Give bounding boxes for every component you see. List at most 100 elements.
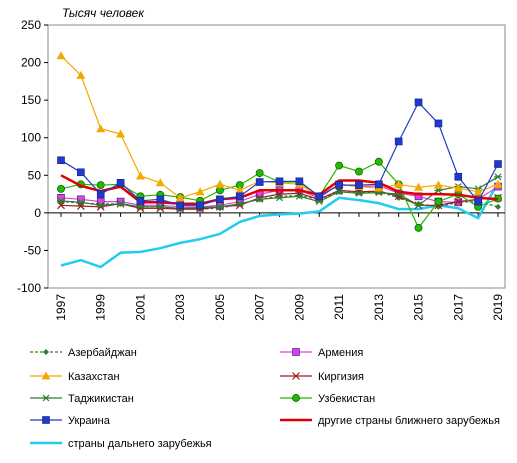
data-point bbox=[355, 181, 363, 189]
data-point bbox=[116, 200, 125, 208]
x-tick-label: 2005 bbox=[213, 294, 227, 321]
data-point bbox=[433, 180, 443, 189]
legend-marker bbox=[292, 348, 300, 356]
data-point bbox=[96, 201, 105, 209]
legend-marker bbox=[292, 394, 300, 402]
data-point bbox=[335, 188, 344, 196]
data-point bbox=[355, 167, 363, 176]
plot-area bbox=[47, 24, 506, 289]
data-point bbox=[414, 182, 424, 191]
data-point bbox=[374, 157, 383, 166]
legend-label: Казахстан bbox=[68, 371, 120, 383]
data-point bbox=[195, 187, 205, 196]
series-line-9 bbox=[60, 182, 500, 269]
data-point bbox=[414, 98, 423, 107]
data-point bbox=[255, 178, 264, 186]
data-point bbox=[175, 193, 185, 202]
data-point bbox=[295, 192, 304, 200]
data-point bbox=[155, 178, 165, 187]
data-point bbox=[135, 171, 145, 180]
data-point bbox=[56, 51, 66, 60]
x-tick-label: 2003 bbox=[173, 294, 187, 321]
data-point bbox=[156, 203, 165, 211]
y-tick-label: 50 bbox=[28, 168, 42, 182]
data-point bbox=[275, 190, 284, 198]
y-tick-label: -100 bbox=[17, 281, 41, 295]
data-point bbox=[434, 197, 443, 206]
legend-marker bbox=[42, 416, 50, 424]
data-point bbox=[156, 204, 165, 213]
legend-marker bbox=[292, 372, 300, 380]
x-tick-label: 2017 bbox=[451, 294, 465, 321]
data-point bbox=[473, 187, 483, 196]
data-point bbox=[295, 177, 304, 186]
data-point bbox=[57, 184, 65, 193]
data-point bbox=[96, 181, 105, 190]
data-point bbox=[116, 197, 125, 206]
x-tick-label: 2009 bbox=[292, 294, 306, 321]
legend-label: Таджикистан bbox=[68, 393, 134, 405]
data-point bbox=[136, 197, 145, 205]
data-point bbox=[315, 192, 324, 201]
legend-marker bbox=[43, 349, 49, 355]
data-point bbox=[494, 173, 502, 181]
data-point bbox=[354, 189, 363, 197]
data-point bbox=[255, 195, 264, 203]
data-point bbox=[76, 202, 85, 211]
series-line-8 bbox=[60, 174, 499, 206]
data-point bbox=[136, 203, 145, 211]
legend-label: страны дальнего зарубежья bbox=[68, 438, 212, 450]
data-point bbox=[116, 179, 125, 187]
data-point bbox=[96, 190, 105, 198]
data-point bbox=[255, 169, 264, 177]
legend-label: Узбекистан bbox=[318, 393, 375, 405]
legend-label: Азербайджан bbox=[68, 347, 137, 359]
data-point bbox=[494, 160, 502, 168]
data-point bbox=[216, 195, 224, 204]
data-point bbox=[414, 223, 423, 232]
x-tick-label: 2015 bbox=[412, 294, 426, 321]
data-point bbox=[394, 179, 404, 188]
data-point bbox=[474, 197, 482, 206]
data-point bbox=[235, 200, 244, 208]
x-tick-label: 2007 bbox=[253, 294, 267, 321]
data-point bbox=[57, 197, 65, 205]
y-tick-label: -50 bbox=[24, 243, 42, 257]
data-point bbox=[394, 137, 403, 146]
legend-label: другие страны ближнего зарубежья bbox=[318, 415, 500, 427]
data-point bbox=[275, 194, 284, 202]
data-point bbox=[414, 201, 423, 209]
data-point bbox=[434, 119, 443, 128]
legend-label: Армения bbox=[318, 347, 363, 359]
x-tick-label: 2011 bbox=[332, 294, 346, 320]
legend-marker bbox=[41, 371, 51, 380]
y-tick-label: 250 bbox=[21, 18, 41, 32]
legend-label: Киргизия bbox=[318, 371, 364, 383]
data-point bbox=[96, 124, 106, 133]
data-point bbox=[275, 177, 284, 186]
y-tick-label: 0 bbox=[34, 206, 41, 220]
data-point bbox=[235, 192, 244, 201]
data-point bbox=[453, 183, 463, 192]
data-point bbox=[116, 129, 126, 138]
data-point bbox=[196, 201, 204, 210]
y-tick-label: 150 bbox=[21, 93, 41, 107]
data-point bbox=[57, 156, 65, 165]
data-point bbox=[156, 195, 165, 204]
data-point bbox=[77, 168, 85, 177]
data-point bbox=[76, 198, 85, 206]
y-tick-label: 100 bbox=[21, 131, 41, 145]
y-tick-label: 200 bbox=[21, 56, 41, 70]
data-point bbox=[215, 179, 225, 188]
x-tick-label: 2001 bbox=[133, 294, 147, 321]
data-point bbox=[235, 185, 245, 194]
data-point bbox=[76, 70, 86, 79]
data-point bbox=[414, 192, 423, 201]
data-point bbox=[493, 179, 503, 188]
legend-label: Украина bbox=[68, 415, 111, 427]
data-point bbox=[375, 180, 383, 189]
x-tick-label: 2013 bbox=[372, 294, 386, 321]
data-point bbox=[335, 181, 343, 189]
